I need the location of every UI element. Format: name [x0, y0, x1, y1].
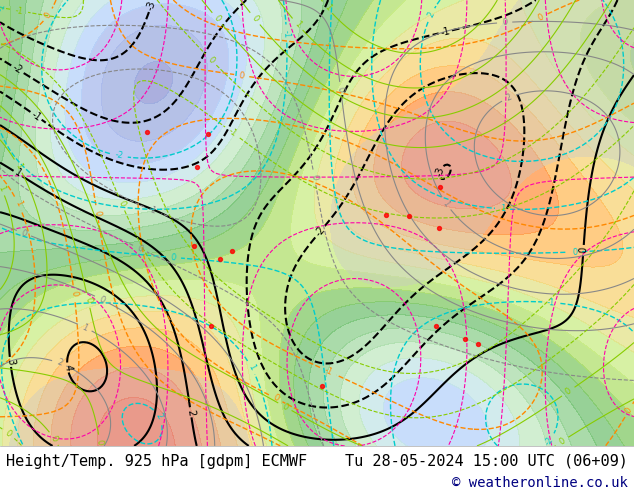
Text: 2: 2 — [55, 358, 63, 368]
Text: 0: 0 — [117, 199, 127, 208]
Point — [142, 128, 152, 136]
Text: 2: 2 — [426, 11, 436, 19]
Point — [189, 242, 199, 250]
Text: 1: 1 — [13, 199, 23, 208]
Point — [192, 164, 202, 171]
Text: 0: 0 — [171, 253, 176, 262]
Text: 1: 1 — [246, 363, 257, 372]
Text: 0: 0 — [136, 244, 145, 254]
Text: -3: -3 — [145, 0, 157, 12]
Text: 0: 0 — [578, 246, 588, 253]
Point — [436, 183, 446, 191]
Text: 0: 0 — [271, 393, 280, 404]
Point — [227, 247, 237, 255]
Text: © weatheronline.co.uk: © weatheronline.co.uk — [452, 476, 628, 490]
Text: -1: -1 — [323, 366, 334, 377]
Point — [203, 130, 213, 138]
Point — [434, 224, 444, 232]
Point — [215, 255, 225, 263]
Text: -1: -1 — [439, 26, 451, 38]
Text: 2: 2 — [185, 409, 196, 416]
Text: 0: 0 — [93, 209, 102, 216]
Text: 4: 4 — [62, 364, 73, 371]
Point — [460, 335, 470, 343]
Text: 0: 0 — [98, 294, 106, 305]
Text: -2: -2 — [313, 224, 327, 238]
Text: 1: 1 — [81, 322, 89, 333]
Text: -1: -1 — [282, 29, 291, 38]
Text: 0: 0 — [624, 406, 634, 415]
Text: -1: -1 — [29, 109, 43, 122]
Text: 0: 0 — [4, 428, 13, 439]
Text: 0: 0 — [336, 86, 346, 93]
Text: 1: 1 — [292, 19, 302, 29]
Text: -1: -1 — [226, 126, 238, 139]
Text: 0: 0 — [20, 228, 28, 238]
Text: -2: -2 — [543, 435, 555, 447]
Text: 0: 0 — [238, 71, 245, 80]
Text: 0: 0 — [557, 436, 567, 446]
Point — [381, 211, 391, 219]
Text: 2: 2 — [153, 412, 164, 420]
Text: Height/Temp. 925 hPa [gdpm] ECMWF: Height/Temp. 925 hPa [gdpm] ECMWF — [6, 454, 307, 469]
Text: 0: 0 — [49, 434, 59, 443]
Text: -1: -1 — [147, 205, 158, 216]
Text: 3: 3 — [5, 358, 16, 366]
Text: 0: 0 — [212, 14, 223, 24]
Text: -2: -2 — [10, 62, 24, 76]
Text: 1: 1 — [441, 198, 451, 208]
Point — [473, 340, 483, 348]
Text: 0: 0 — [69, 290, 79, 296]
Text: Tu 28-05-2024 15:00 UTC (06+09): Tu 28-05-2024 15:00 UTC (06+09) — [345, 454, 628, 469]
Text: 0: 0 — [572, 247, 578, 257]
Text: 1: 1 — [13, 162, 23, 171]
Point — [205, 321, 216, 329]
Text: 0: 0 — [309, 174, 320, 181]
Text: 0: 0 — [83, 297, 93, 304]
Point — [430, 322, 441, 330]
Text: 0: 0 — [206, 55, 216, 65]
Text: 0: 0 — [43, 10, 53, 20]
Text: -3: -3 — [434, 166, 446, 178]
Text: 0: 0 — [280, 401, 289, 412]
Text: -2: -2 — [114, 150, 124, 161]
Text: 1: 1 — [0, 184, 6, 193]
Text: 0: 0 — [95, 439, 105, 445]
Text: 1: 1 — [13, 168, 23, 179]
Text: 0: 0 — [501, 18, 508, 27]
Text: 1: 1 — [322, 2, 332, 12]
Text: -1: -1 — [547, 298, 556, 307]
Text: -1: -1 — [0, 1, 8, 12]
Text: 0: 0 — [536, 12, 545, 23]
Text: 2: 2 — [505, 93, 513, 103]
Point — [317, 382, 327, 390]
Text: -1: -1 — [14, 5, 24, 16]
Text: 1: 1 — [500, 204, 505, 214]
Text: 0: 0 — [250, 14, 260, 24]
Text: 0: 0 — [564, 387, 573, 397]
Point — [404, 212, 414, 220]
